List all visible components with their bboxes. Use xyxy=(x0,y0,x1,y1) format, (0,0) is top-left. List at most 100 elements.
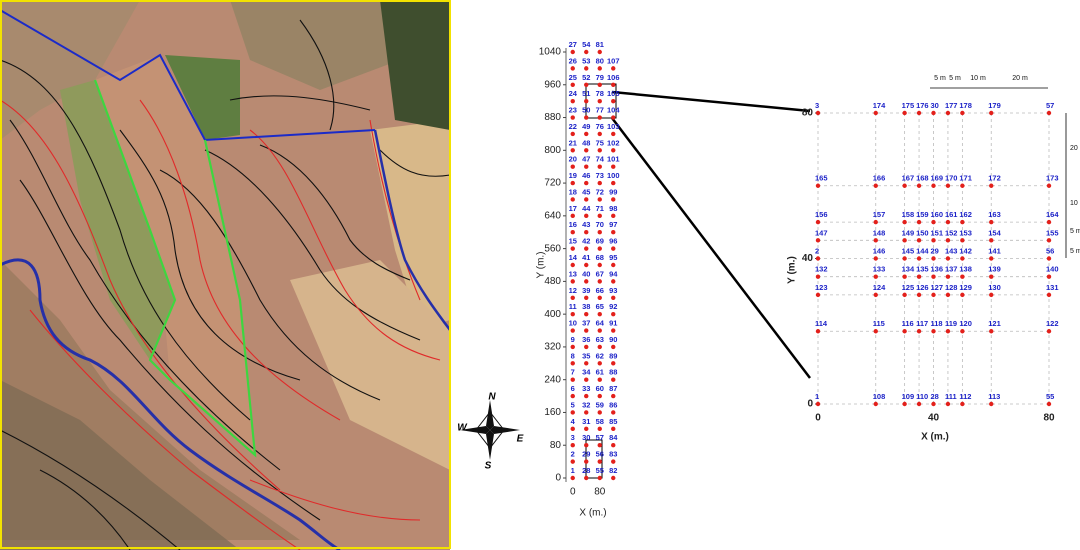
point-label: 67 xyxy=(596,269,604,278)
sample-point xyxy=(945,238,951,243)
y-tick-label: 720 xyxy=(544,178,561,189)
sample-point xyxy=(584,279,589,284)
point-label: 131 xyxy=(1046,283,1059,292)
point-label: 83 xyxy=(609,450,617,459)
sample-point xyxy=(873,238,878,243)
sample-point xyxy=(584,361,589,366)
point-label: 100 xyxy=(607,171,620,180)
sample-point xyxy=(960,256,965,261)
point-label: 58 xyxy=(596,417,604,426)
point-label: 118 xyxy=(931,319,943,328)
point-label: 85 xyxy=(609,417,617,426)
point-label: 3 xyxy=(815,101,819,110)
point-label: 166 xyxy=(873,174,886,183)
sample-point xyxy=(815,274,821,279)
x-tick-label: 0 xyxy=(815,413,821,424)
sample-point xyxy=(611,115,616,120)
sample-point xyxy=(597,361,602,366)
point-label: 17 xyxy=(569,204,577,213)
point-label: 111 xyxy=(945,392,957,401)
sample-point xyxy=(570,393,575,399)
point-label: 56 xyxy=(1046,246,1054,255)
point-label: 116 xyxy=(902,319,914,328)
point-label: 66 xyxy=(596,286,604,295)
sample-point xyxy=(584,475,589,481)
sample-point xyxy=(902,274,907,279)
sample-point xyxy=(597,164,602,169)
sample-point xyxy=(584,295,589,300)
point-label: 128 xyxy=(945,283,958,292)
point-label: 171 xyxy=(959,174,972,183)
sample-point xyxy=(611,230,616,235)
point-label: 95 xyxy=(609,253,617,262)
sample-point xyxy=(584,246,589,251)
y-tick-label: 480 xyxy=(544,276,561,287)
sample-point xyxy=(815,238,821,243)
sample-point xyxy=(989,110,994,116)
sample-point xyxy=(916,329,922,334)
point-label: 156 xyxy=(815,210,828,219)
sample-point xyxy=(873,110,878,116)
point-label: 98 xyxy=(609,204,617,213)
point-label: 99 xyxy=(609,187,617,196)
point-label: 55 xyxy=(596,466,604,475)
point-label: 80 xyxy=(596,56,604,65)
point-label: 96 xyxy=(609,237,617,246)
y-tick-label: 640 xyxy=(544,210,561,221)
point-label: 57 xyxy=(596,433,604,442)
point-label: 49 xyxy=(582,122,590,131)
point-label: 106 xyxy=(607,73,620,82)
point-label: 177 xyxy=(945,101,958,110)
point-label: 77 xyxy=(596,106,604,115)
sample-point xyxy=(873,256,878,261)
point-label: 121 xyxy=(988,319,1001,328)
sample-point xyxy=(931,401,936,407)
sample-point xyxy=(945,110,951,116)
sample-point xyxy=(815,219,821,225)
point-label: 152 xyxy=(945,228,958,237)
sample-point xyxy=(960,238,965,243)
x-tick-label: 80 xyxy=(1043,413,1055,424)
point-label: 157 xyxy=(873,210,886,219)
sample-point xyxy=(1046,401,1052,407)
sample-point xyxy=(931,329,936,334)
point-label: 69 xyxy=(596,237,604,246)
point-label: 178 xyxy=(959,101,972,110)
compass-south: S xyxy=(485,461,492,472)
point-label: 23 xyxy=(569,106,577,115)
sample-point xyxy=(570,262,575,268)
sample-point xyxy=(584,377,589,382)
point-label: 104 xyxy=(607,106,620,115)
y-tick-label: 800 xyxy=(544,145,561,156)
point-label: 2 xyxy=(571,450,575,459)
sample-point xyxy=(570,328,575,333)
sample-point xyxy=(989,292,994,298)
point-label: 163 xyxy=(988,210,1001,219)
point-label: 21 xyxy=(569,138,577,147)
point-label: 109 xyxy=(902,392,915,401)
y-tick-label: 160 xyxy=(544,407,561,418)
sample-point xyxy=(584,164,589,169)
point-label: 176 xyxy=(916,101,929,110)
point-label: 43 xyxy=(582,220,590,229)
y-tick-label: 960 xyxy=(544,79,561,90)
sample-point xyxy=(584,262,589,268)
sample-point xyxy=(570,148,575,153)
point-label: 161 xyxy=(945,210,958,219)
sample-point xyxy=(902,401,907,407)
point-label: 9 xyxy=(571,335,575,344)
point-label: 113 xyxy=(988,392,1000,401)
point-label: 14 xyxy=(569,253,578,262)
point-label: 29 xyxy=(931,246,939,255)
sample-point xyxy=(584,49,589,55)
point-label: 25 xyxy=(569,73,577,82)
sample-point xyxy=(597,115,602,120)
sample-point xyxy=(597,393,602,399)
sample-point xyxy=(570,246,575,251)
point-label: 37 xyxy=(582,319,590,328)
point-label: 28 xyxy=(582,466,590,475)
sample-point xyxy=(597,66,602,71)
sample-point xyxy=(902,329,907,334)
spacing-label: 5 m xyxy=(949,75,961,82)
point-label: 168 xyxy=(916,174,929,183)
